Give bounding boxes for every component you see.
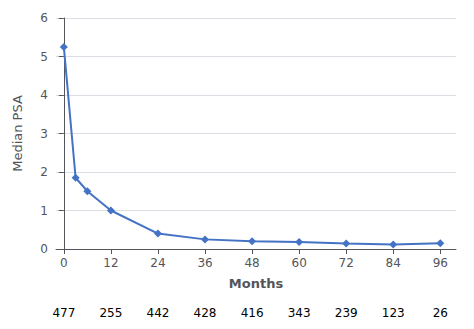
svg-text:428: 428 <box>194 306 217 320</box>
svg-text:96: 96 <box>433 256 448 270</box>
svg-text:416: 416 <box>241 306 264 320</box>
svg-text:6: 6 <box>40 11 48 25</box>
svg-text:4: 4 <box>40 88 48 102</box>
svg-text:84: 84 <box>386 256 401 270</box>
svg-text:72: 72 <box>339 256 354 270</box>
svg-text:Median PSA: Median PSA <box>10 95 25 172</box>
svg-text:60: 60 <box>291 256 306 270</box>
svg-text:26: 26 <box>433 306 448 320</box>
svg-text:2: 2 <box>40 165 48 179</box>
svg-text:343: 343 <box>288 306 311 320</box>
svg-text:123: 123 <box>382 306 405 320</box>
svg-text:5: 5 <box>40 50 48 64</box>
svg-text:12: 12 <box>103 256 118 270</box>
svg-text:0: 0 <box>60 256 68 270</box>
svg-text:477: 477 <box>52 306 75 320</box>
svg-text:Months: Months <box>229 276 284 291</box>
svg-text:48: 48 <box>244 256 259 270</box>
svg-text:1: 1 <box>40 204 48 218</box>
svg-text:239: 239 <box>335 306 358 320</box>
svg-text:442: 442 <box>147 306 170 320</box>
svg-text:3: 3 <box>40 127 48 141</box>
svg-text:36: 36 <box>197 256 212 270</box>
svg-text:255: 255 <box>99 306 122 320</box>
svg-text:24: 24 <box>150 256 165 270</box>
svg-text:0: 0 <box>40 242 48 256</box>
